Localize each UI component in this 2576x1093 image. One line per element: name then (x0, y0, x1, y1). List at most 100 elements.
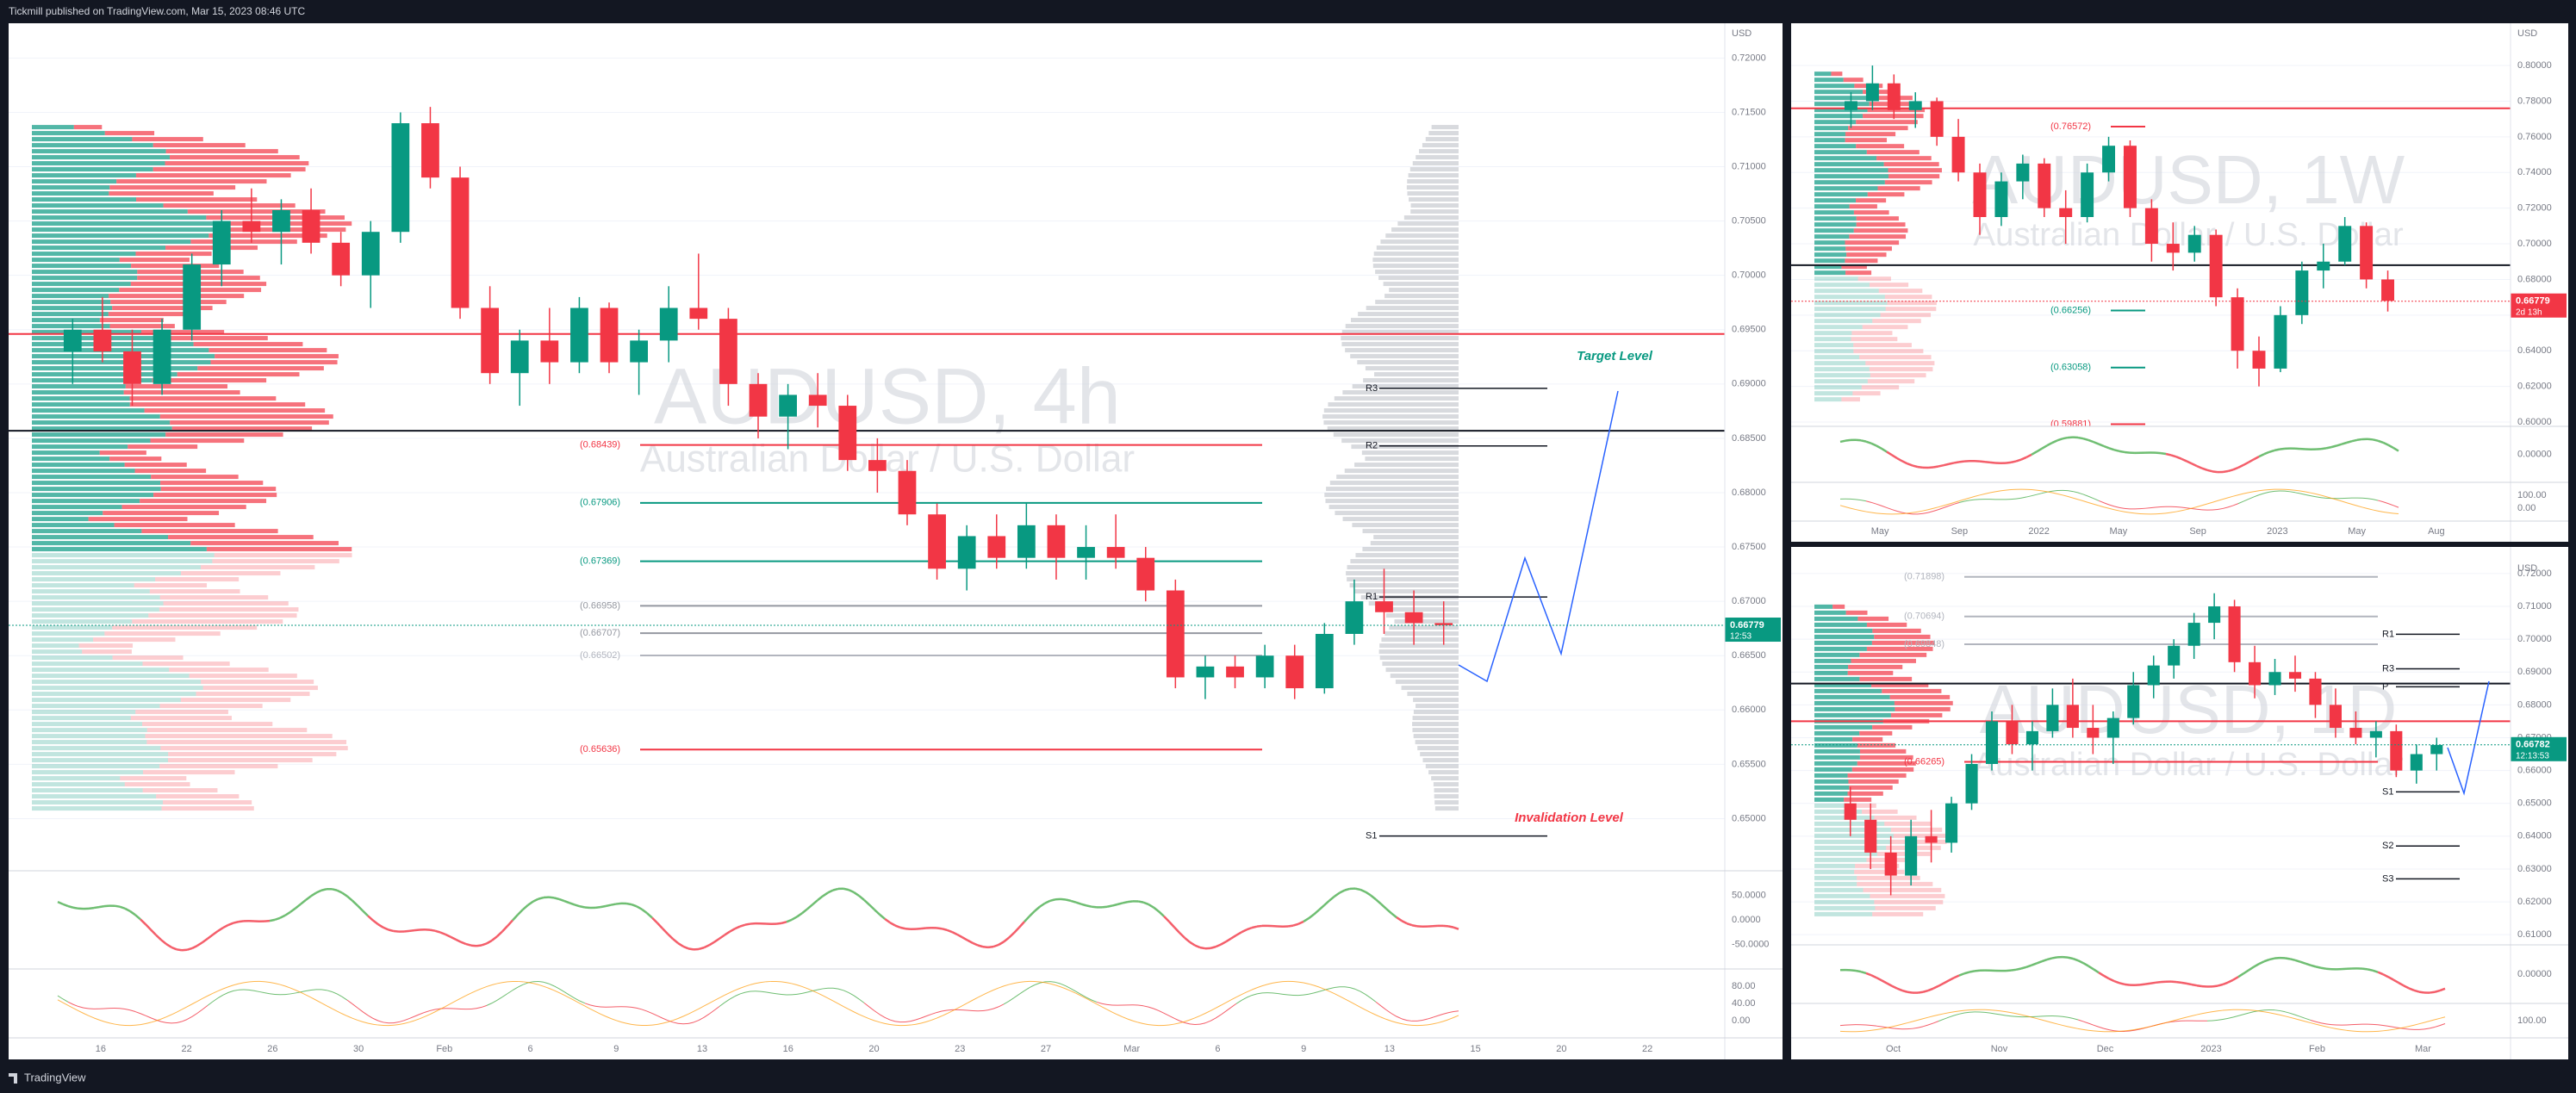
oscillator-signal (2367, 508, 2374, 511)
candle-body (2430, 744, 2443, 755)
oscillator-segment (1272, 992, 1279, 995)
oscillator-segment (2196, 508, 2203, 511)
oscillator-segment (2082, 494, 2089, 497)
volume-profile-up (32, 698, 181, 703)
oscillator-signal (2051, 1022, 2058, 1025)
oscillator-signal (429, 1011, 436, 1015)
oscillator-signal (1334, 993, 1341, 997)
logo (9, 1073, 17, 1084)
volume-profile-down (146, 728, 308, 733)
volume-profile-down (1859, 676, 1913, 681)
oscillator-segment (2108, 1029, 2115, 1032)
oscillator-segment (594, 1005, 601, 1008)
oscillator-segment (1881, 447, 1888, 453)
candle-body (1887, 83, 1901, 110)
candle-body (1985, 721, 1999, 764)
oscillator-segment (264, 919, 271, 922)
oscillator-segment (403, 1018, 410, 1022)
oscillator-signal (1163, 1024, 1170, 1026)
oscillator-signal (2408, 1024, 2415, 1028)
oscillator-segment (631, 1006, 638, 1009)
oscillator-signal (1876, 512, 1882, 514)
oscillator-segment (1070, 988, 1077, 992)
oscillator-segment (858, 998, 865, 1003)
oscillator-segment (605, 904, 612, 908)
oscillator-signal (2201, 1012, 2208, 1015)
oscillator-signal (2201, 503, 2208, 506)
oscillator-segment (1173, 926, 1180, 934)
candle-body (361, 232, 380, 276)
volume-profile-down (1884, 821, 1932, 826)
oscillator-segment (1453, 926, 1459, 930)
oscillator-signal (1943, 1012, 1950, 1015)
oscillator-segment (2279, 1009, 2286, 1013)
oscillator-signal (2041, 1019, 2048, 1022)
oscillator-segment (1886, 506, 1893, 511)
oscillator-segment (2041, 958, 2048, 963)
oscillator-signal (2299, 490, 2306, 493)
oscillator-segment (1360, 991, 1366, 996)
oscillator-segment (538, 896, 544, 900)
oscillator-segment (574, 904, 581, 908)
y-tick-label: 0.67500 (1732, 542, 1766, 552)
oscillator-signal (310, 997, 317, 1001)
oscillator-signal (2320, 494, 2327, 498)
oscillator-segment (1163, 915, 1170, 922)
oscillator-segment (2010, 968, 2017, 972)
volume-profile-down (1862, 325, 1908, 330)
oscillator-segment (2377, 971, 2384, 976)
oscillator-segment (719, 934, 725, 940)
oscillator-segment (1225, 937, 1232, 943)
volume-profile-down (144, 408, 326, 413)
oscillator-segment (481, 1004, 488, 1008)
volume-profile-up (1814, 295, 1885, 300)
oscillator-signal (703, 1003, 710, 1007)
oscillator-segment (1344, 986, 1351, 989)
oscillator-tick-label: 40.00 (1732, 998, 1756, 1009)
oscillator-signal (543, 985, 550, 989)
oscillator-signal (202, 995, 208, 999)
oscillator-signal (1891, 1025, 1898, 1028)
oscillator-segment (1370, 894, 1377, 901)
oscillator-segment (1860, 439, 1867, 443)
oscillator-segment (217, 926, 224, 932)
oscillator-segment (760, 991, 767, 993)
volume-profile-down (1848, 126, 1908, 131)
volume-profile-session (1370, 541, 1459, 546)
oscillator-segment (682, 945, 689, 950)
volume-profile-up (1814, 180, 1885, 185)
oscillator-segment (1003, 936, 1010, 943)
level-label: (0.68439) (580, 440, 620, 450)
x-tick-label: 16 (783, 1044, 793, 1054)
volume-profile-down (1857, 276, 1891, 282)
oscillator-signal (569, 997, 576, 1002)
oscillator-segment (383, 926, 389, 931)
volume-profile-down (1845, 246, 1892, 252)
volume-profile-up (1814, 664, 1849, 669)
volume-profile-up (32, 613, 149, 618)
volume-profile-up (1814, 84, 1855, 89)
oscillator-segment (357, 1007, 364, 1013)
oscillator-signal (2294, 1018, 2301, 1021)
candle-body (332, 242, 351, 276)
oscillator-signal (2067, 1026, 2074, 1028)
volume-profile-down (129, 402, 306, 407)
x-tick-label: 15 (1471, 1044, 1481, 1054)
y-tick-label: 0.63000 (2517, 864, 2552, 874)
oscillator-signal (2186, 1015, 2193, 1018)
y-tick-label: 0.72000 (2517, 203, 2552, 214)
volume-profile-up (1814, 234, 1850, 239)
oscillator-segment (1158, 1009, 1165, 1014)
oscillator-segment (181, 1019, 188, 1022)
oscillator-segment (300, 898, 307, 905)
oscillator-signal (2088, 1029, 2094, 1032)
volume-profile-up (1814, 785, 1850, 790)
volume-profile-up (1814, 96, 1869, 101)
oscillator-segment (2232, 503, 2239, 506)
oscillator-segment (1396, 1015, 1403, 1020)
oscillator-signal (1422, 1024, 1428, 1026)
oscillator-signal (2000, 1010, 2007, 1013)
oscillator-segment (150, 1017, 157, 1021)
oscillator-segment (972, 941, 979, 947)
oscillator-signal (1199, 1013, 1206, 1016)
